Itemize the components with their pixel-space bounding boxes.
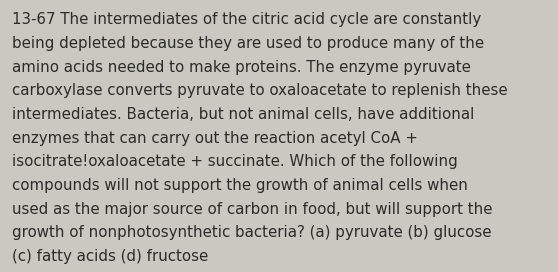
Text: 13-67 The intermediates of the citric acid cycle are constantly: 13-67 The intermediates of the citric ac… [12, 12, 482, 27]
Text: used as the major source of carbon in food, but will support the: used as the major source of carbon in fo… [12, 202, 493, 217]
Text: (c) fatty acids (d) fructose: (c) fatty acids (d) fructose [12, 249, 209, 264]
Text: enzymes that can carry out the reaction acetyl CoA +: enzymes that can carry out the reaction … [12, 131, 418, 146]
Text: compounds will not support the growth of animal cells when: compounds will not support the growth of… [12, 178, 468, 193]
Text: amino acids needed to make proteins. The enzyme pyruvate: amino acids needed to make proteins. The… [12, 60, 471, 75]
Text: isocitrate!oxaloacetate + succinate. Which of the following: isocitrate!oxaloacetate + succinate. Whi… [12, 154, 458, 169]
Text: carboxylase converts pyruvate to oxaloacetate to replenish these: carboxylase converts pyruvate to oxaloac… [12, 83, 508, 98]
Text: intermediates. Bacteria, but not animal cells, have additional: intermediates. Bacteria, but not animal … [12, 107, 475, 122]
Text: being depleted because they are used to produce many of the: being depleted because they are used to … [12, 36, 484, 51]
Text: growth of nonphotosynthetic bacteria? (a) pyruvate (b) glucose: growth of nonphotosynthetic bacteria? (a… [12, 225, 492, 240]
